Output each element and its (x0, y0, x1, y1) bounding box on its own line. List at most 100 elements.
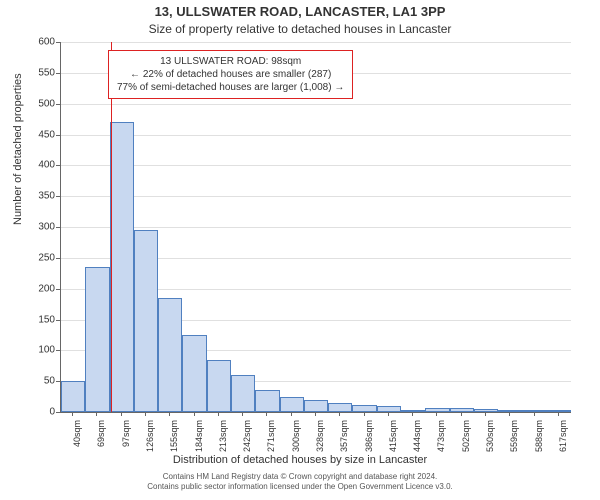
xtick-label: 300sqm (291, 420, 301, 460)
title-main: 13, ULLSWATER ROAD, LANCASTER, LA1 3PP (0, 4, 600, 19)
xtick-label: 97sqm (121, 420, 131, 460)
xtick-label: 242sqm (242, 420, 252, 460)
ytick-mark (56, 320, 60, 321)
ytick-label: 250 (15, 252, 55, 263)
bar (231, 375, 255, 412)
ytick-mark (56, 165, 60, 166)
ytick-label: 200 (15, 283, 55, 294)
xtick-mark (364, 412, 365, 416)
bar (328, 403, 352, 412)
bar (401, 410, 425, 412)
xtick-mark (558, 412, 559, 416)
bar (61, 381, 85, 412)
xtick-mark (509, 412, 510, 416)
xtick-mark (461, 412, 462, 416)
ytick-label: 450 (15, 129, 55, 140)
ytick-label: 150 (15, 314, 55, 325)
bar (425, 408, 449, 412)
xtick-mark (436, 412, 437, 416)
bar (182, 335, 206, 412)
xtick-mark (412, 412, 413, 416)
bar (450, 408, 474, 412)
annotation-line-2: ← 22% of detached houses are smaller (28… (117, 68, 344, 81)
xtick-mark (218, 412, 219, 416)
xtick-mark (388, 412, 389, 416)
ytick-label: 50 (15, 376, 55, 387)
xtick-mark (72, 412, 73, 416)
gridline (61, 196, 571, 197)
xtick-label: 69sqm (96, 420, 106, 460)
ytick-label: 500 (15, 98, 55, 109)
xtick-mark (291, 412, 292, 416)
bar (280, 397, 304, 412)
xtick-mark (339, 412, 340, 416)
xtick-label: 271sqm (266, 420, 276, 460)
ytick-mark (56, 42, 60, 43)
xtick-mark (485, 412, 486, 416)
ytick-mark (56, 104, 60, 105)
ytick-mark (56, 135, 60, 136)
xtick-label: 386sqm (364, 420, 374, 460)
bar (377, 406, 401, 412)
ytick-mark (56, 227, 60, 228)
gridline (61, 42, 571, 43)
annotation-line-1: 13 ULLSWATER ROAD: 98sqm (117, 55, 344, 68)
xtick-label: 415sqm (388, 420, 398, 460)
xtick-label: 126sqm (145, 420, 155, 460)
annotation-box: 13 ULLSWATER ROAD: 98sqm← 22% of detache… (108, 50, 353, 99)
xtick-mark (169, 412, 170, 416)
ytick-label: 350 (15, 191, 55, 202)
xtick-label: 617sqm (558, 420, 568, 460)
xtick-label: 530sqm (485, 420, 495, 460)
ytick-mark (56, 73, 60, 74)
gridline (61, 104, 571, 105)
ytick-label: 550 (15, 67, 55, 78)
ytick-mark (56, 258, 60, 259)
xtick-mark (242, 412, 243, 416)
xtick-label: 444sqm (412, 420, 422, 460)
ytick-mark (56, 381, 60, 382)
ytick-label: 400 (15, 160, 55, 171)
xtick-label: 184sqm (194, 420, 204, 460)
ytick-label: 600 (15, 37, 55, 48)
bar (352, 405, 376, 412)
xtick-label: 588sqm (534, 420, 544, 460)
footer-line-2: Contains public sector information licen… (0, 482, 600, 492)
xtick-label: 155sqm (169, 420, 179, 460)
bar (134, 230, 158, 412)
xtick-label: 40sqm (72, 420, 82, 460)
xtick-label: 559sqm (509, 420, 519, 460)
bar (158, 298, 182, 412)
bar (522, 410, 546, 412)
footer-line-1: Contains HM Land Registry data © Crown c… (0, 472, 600, 482)
gridline (61, 135, 571, 136)
title-sub: Size of property relative to detached ho… (0, 22, 600, 36)
xtick-mark (534, 412, 535, 416)
ytick-mark (56, 196, 60, 197)
xtick-label: 328sqm (315, 420, 325, 460)
xtick-mark (194, 412, 195, 416)
ytick-mark (56, 412, 60, 413)
y-axis-label: Number of detached properties (12, 73, 24, 225)
bar (207, 360, 231, 412)
bar (304, 400, 328, 412)
chart-container: 13, ULLSWATER ROAD, LANCASTER, LA1 3PP S… (0, 0, 600, 500)
ytick-label: 300 (15, 222, 55, 233)
ytick-label: 100 (15, 345, 55, 356)
xtick-label: 357sqm (339, 420, 349, 460)
footer-attribution: Contains HM Land Registry data © Crown c… (0, 472, 600, 491)
xtick-label: 473sqm (436, 420, 446, 460)
gridline (61, 227, 571, 228)
xtick-label: 213sqm (218, 420, 228, 460)
xtick-label: 502sqm (461, 420, 471, 460)
bar (255, 390, 279, 412)
bar (85, 267, 109, 412)
xtick-mark (96, 412, 97, 416)
ytick-mark (56, 350, 60, 351)
xtick-mark (266, 412, 267, 416)
xtick-mark (315, 412, 316, 416)
gridline (61, 165, 571, 166)
ytick-mark (56, 289, 60, 290)
bar (110, 122, 134, 412)
annotation-line-3: 77% of semi-detached houses are larger (… (117, 81, 344, 94)
